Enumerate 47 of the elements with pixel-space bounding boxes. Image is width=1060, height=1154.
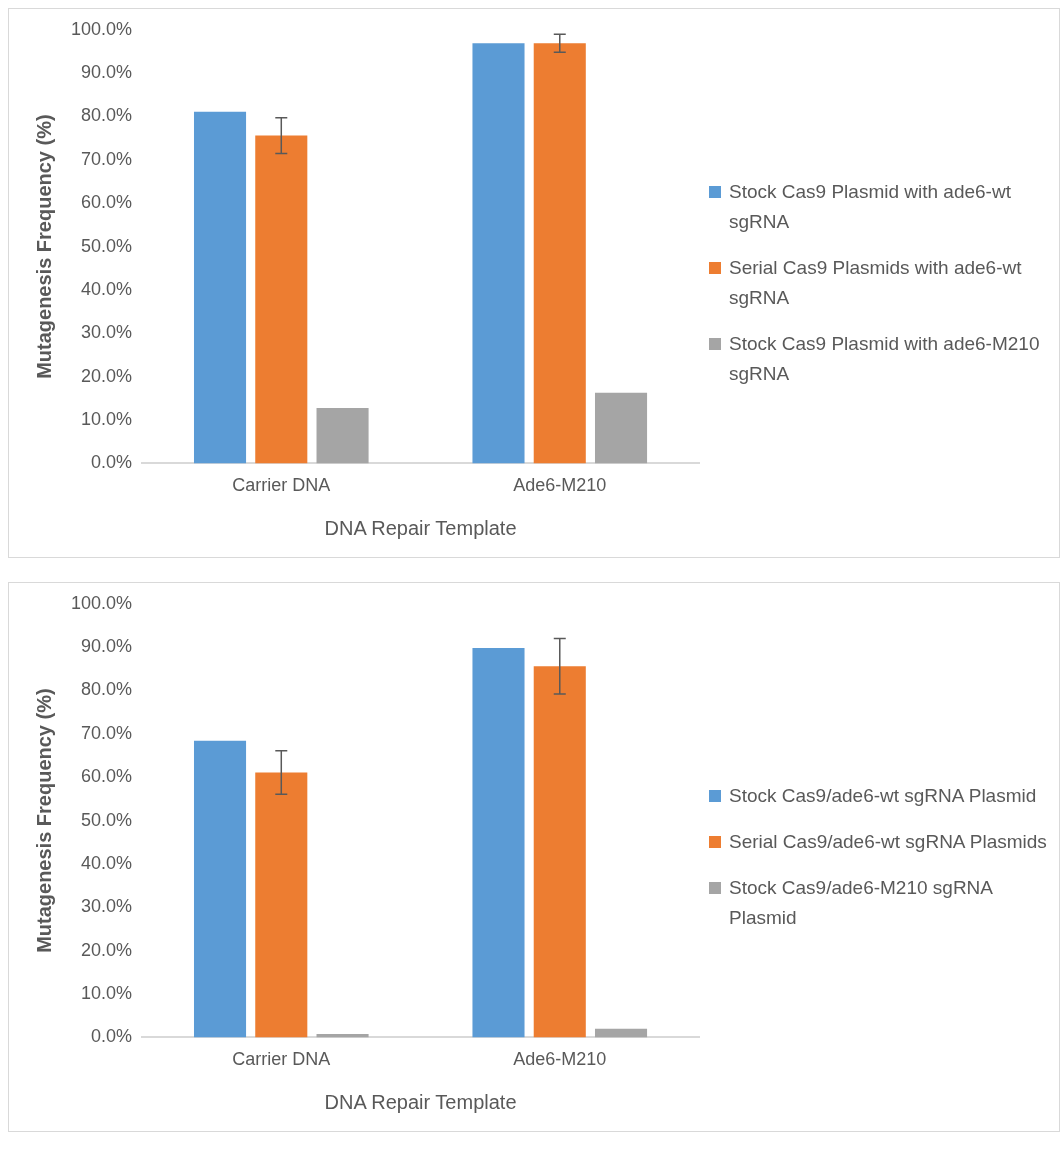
y-tick-label: 60.0%: [81, 192, 133, 213]
y-tick-label: 100.0%: [70, 592, 133, 613]
bar: [472, 43, 525, 464]
legend-label: Stock Cas9/ade6-M210 sgRNA Plasmid: [729, 876, 994, 930]
y-tick-label: 90.0%: [81, 636, 133, 657]
y-tick-label: 0.0%: [91, 1026, 133, 1047]
bar: [594, 1028, 648, 1038]
y-tick-label: 60.0%: [81, 766, 133, 787]
y-tick-label: 50.0%: [81, 235, 133, 256]
bar: [255, 135, 308, 464]
y-tick-label: 70.0%: [81, 148, 133, 169]
x-axis-title: DNA Repair Template: [324, 1090, 517, 1113]
bar: [533, 666, 586, 1038]
y-tick-label: 10.0%: [81, 409, 133, 430]
bar: [193, 111, 247, 464]
y-tick-label: 100.0%: [70, 18, 133, 39]
legend-label: Serial Cas9/ade6-wt sgRNA Plasmids: [729, 830, 1047, 854]
x-tick-label: Carrier DNA: [232, 475, 331, 496]
legend-label: Serial Cas9 Plasmids with ade6-wt sgRNA: [729, 256, 1023, 310]
y-tick-label: 40.0%: [81, 852, 133, 873]
y-axis-title: Mutagenesis Frequency (%): [32, 114, 55, 379]
y-tick-label: 80.0%: [81, 679, 133, 700]
x-tick-label: Carrier DNA: [232, 1049, 331, 1070]
legend-label: Stock Cas9/ade6-wt sgRNA Plasmid: [729, 784, 1037, 808]
y-tick-label: 30.0%: [81, 896, 133, 917]
x-tick-label: Ade6-M210: [513, 1049, 607, 1070]
y-tick-label: 80.0%: [81, 105, 133, 126]
y-tick-label: 30.0%: [81, 322, 133, 343]
bar: [193, 740, 247, 1038]
x-tick-label: Ade6-M210: [513, 475, 607, 496]
y-tick-label: 0.0%: [91, 452, 133, 473]
y-tick-label: 90.0%: [81, 62, 133, 83]
y-tick-label: 20.0%: [81, 365, 133, 386]
y-tick-label: 40.0%: [81, 278, 133, 299]
x-axis-title: DNA Repair Template: [324, 516, 517, 539]
bar: [594, 392, 648, 464]
legend-label: Stock Cas9 Plasmid with ade6-wt sgRNA: [729, 180, 1012, 234]
bar: [472, 648, 525, 1038]
y-tick-label: 70.0%: [81, 722, 133, 743]
y-tick-label: 10.0%: [81, 983, 133, 1004]
bar: [255, 772, 308, 1038]
y-tick-label: 50.0%: [81, 809, 133, 830]
legend-label: Stock Cas9 Plasmid with ade6-M210 sgRNA: [729, 332, 1041, 386]
bar: [533, 43, 586, 464]
y-tick-label: 20.0%: [81, 939, 133, 960]
y-axis-title: Mutagenesis Frequency (%): [32, 688, 55, 953]
bar: [316, 407, 369, 464]
